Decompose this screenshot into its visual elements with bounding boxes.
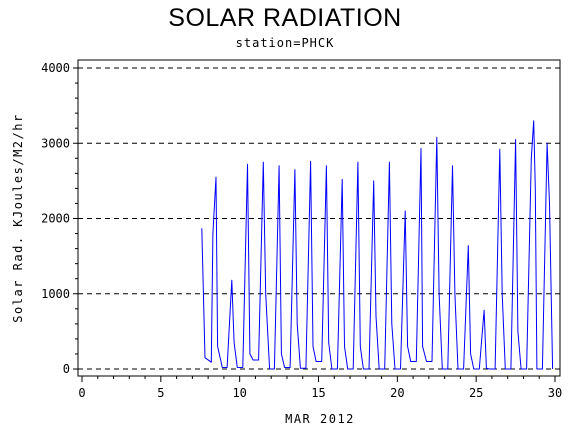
x-tick-label: 15 <box>311 386 325 400</box>
y-axis-label: Solar Rad. KJoules/M2/hr <box>11 113 25 322</box>
y-tick-label: 2000 <box>41 212 70 226</box>
chart-subtitle: station=PHCK <box>235 36 335 50</box>
series-layer <box>201 120 554 370</box>
x-axis-label: MAR 2012 <box>285 412 355 426</box>
x-tick-label: 20 <box>390 386 404 400</box>
y-tick-label: 0 <box>63 362 70 376</box>
y-axis: 0 1000 2000 3000 4000 <box>41 61 78 376</box>
y-tick-label: 4000 <box>41 61 70 75</box>
gridlines <box>78 67 560 370</box>
series-line-1 <box>201 120 554 370</box>
x-tick-label: 30 <box>548 386 562 400</box>
chart-title: SOLAR RADIATION <box>168 4 402 32</box>
x-tick-label: 5 <box>157 386 164 400</box>
x-axis: 0 5 10 15 20 25 30 <box>78 376 562 400</box>
y-tick-label: 1000 <box>41 287 70 301</box>
x-tick-label: 0 <box>78 386 85 400</box>
y-tick-label: 3000 <box>41 136 70 150</box>
x-tick-label: 25 <box>469 386 483 400</box>
x-tick-label: 10 <box>232 386 246 400</box>
